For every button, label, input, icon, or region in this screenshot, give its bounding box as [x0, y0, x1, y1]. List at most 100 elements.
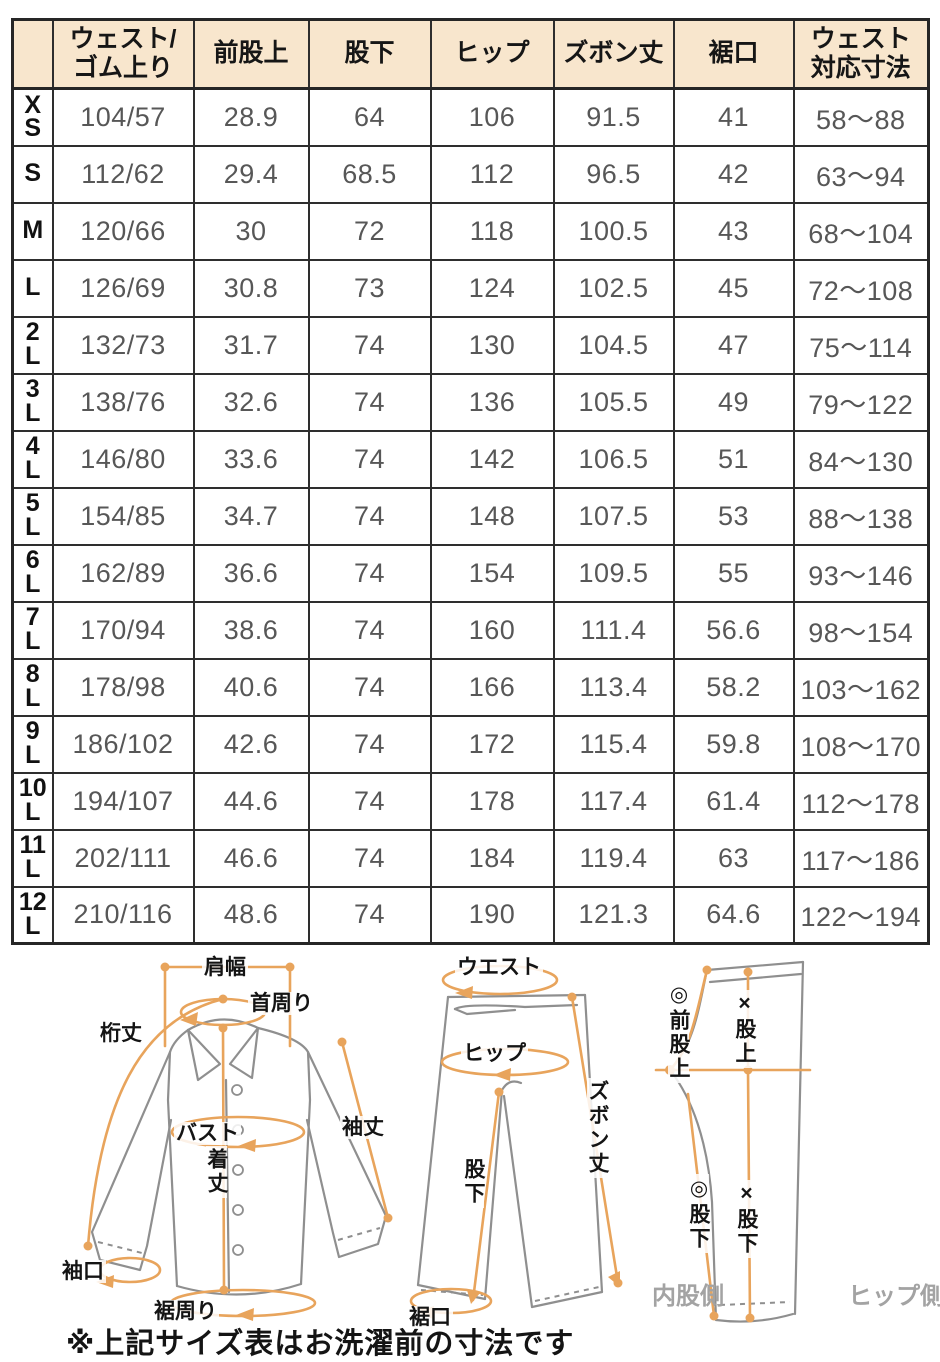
measurement-cell: 56.6	[672, 600, 795, 660]
measurement-cell: 154/85	[51, 486, 195, 546]
measurement-cell: 68.5	[307, 144, 432, 204]
measurement-cell: 112/62	[51, 144, 195, 204]
pants-side-line-art	[654, 960, 812, 1323]
size-label: S	[11, 144, 54, 204]
table-row: 9 L 186/102 42.6 74 172 115.4 59.8 108〜170	[11, 714, 930, 774]
label-shoulder-width: 肩幅	[202, 956, 248, 979]
measurement-cell: 130	[429, 315, 555, 375]
label-inseam-front-side: ◎股下	[687, 1174, 710, 1253]
measurement-cell: 103〜162	[792, 657, 930, 717]
measurement-cell: 74	[307, 543, 432, 603]
size-label: 10 L	[11, 771, 54, 831]
size-label: 6 L	[11, 543, 54, 603]
pants-side-measurement-diagram: ◎前股上 ×股上 ◎股下 ×股下 内股側 ヒップ側	[650, 952, 940, 1330]
measurement-cell: 74	[307, 771, 432, 831]
measurement-cell: 45	[672, 258, 795, 318]
size-label: X S	[11, 87, 54, 147]
pants-front-line-art	[409, 964, 623, 1319]
measurement-cell: 34.7	[192, 486, 310, 546]
measurement-cell: 42.6	[192, 714, 310, 774]
measurement-cell: 74	[307, 828, 432, 888]
size-chart-table: ウェスト/ ゴム上り 前股上 股下 ヒップ ズボン丈 裾口 ウェスト 対応寸法 X S 104…	[11, 18, 930, 945]
measurement-cell: 138/76	[51, 372, 195, 432]
measurement-cell: 111.4	[552, 600, 675, 660]
measurement-cell: 49	[672, 372, 795, 432]
table-row: 2 L 132/73 31.7 74 130 104.5 47 75〜114	[11, 315, 930, 375]
measurement-cell: 104/57	[51, 87, 195, 147]
table-row: S 112/62 29.4 68.5 112 96.5 42 63〜94	[11, 144, 930, 204]
size-label: 2 L	[11, 315, 54, 375]
measurement-cell: 44.6	[192, 771, 310, 831]
size-label: 9 L	[11, 714, 54, 774]
measurement-cell: 118	[429, 201, 555, 261]
size-label: 7 L	[11, 600, 54, 660]
label-inner-thigh-side: 内股側	[652, 1283, 724, 1310]
measurement-cell: 33.6	[192, 429, 310, 489]
measurement-cell: 40.6	[192, 657, 310, 717]
label-bust: バスト	[174, 1122, 241, 1145]
measurement-cell: 55	[672, 543, 795, 603]
table-row: 5 L 154/85 34.7 74 148 107.5 53 88〜138	[11, 486, 930, 546]
measurement-cell: 84〜130	[792, 429, 930, 489]
measurement-cell: 162/89	[51, 543, 195, 603]
table-row: 4 L 146/80 33.6 74 142 106.5 51 84〜130	[11, 429, 930, 489]
measurement-cell: 74	[307, 429, 432, 489]
measurement-cell: 74	[307, 600, 432, 660]
label-sleeve-reach: 桁丈	[98, 1022, 144, 1045]
measurement-cell: 74	[307, 885, 432, 945]
header-cell: 前股上	[192, 18, 310, 90]
header-cell: 股下	[307, 18, 432, 90]
measurement-cell: 136	[429, 372, 555, 432]
measurement-cell: 68〜104	[792, 201, 930, 261]
measurement-cell: 30	[192, 201, 310, 261]
measurement-cell: 98〜154	[792, 600, 930, 660]
measurement-cell: 72	[307, 201, 432, 261]
measurement-cell: 74	[307, 372, 432, 432]
measurement-cell: 122〜194	[792, 885, 930, 945]
measurement-cell: 106	[429, 87, 555, 147]
table-row: X S 104/57 28.9 64 106 91.5 41 58〜88	[11, 87, 930, 147]
table-row: 12 L 210/116 48.6 74 190 121.3 64.6 122〜194	[11, 885, 930, 945]
size-label: 11 L	[11, 828, 54, 888]
label-neck-circumference: 首周り	[248, 992, 315, 1015]
measurement-cell: 64	[307, 87, 432, 147]
table-row: M 120/66 30 72 118 100.5 43 68〜104	[11, 201, 930, 261]
measurement-cell: 146/80	[51, 429, 195, 489]
measurement-cell: 202/111	[51, 828, 195, 888]
label-hip: ヒップ	[461, 1042, 528, 1065]
label-hip-side: ヒップ側	[848, 1283, 940, 1310]
measurement-cell: 210/116	[51, 885, 195, 945]
table-row: 7 L 170/94 38.6 74 160 111.4 56.6 98〜154	[11, 600, 930, 660]
measurement-cell: 74	[307, 315, 432, 375]
label-cuff: 袖口	[60, 1260, 106, 1283]
measurement-cell: 160	[429, 600, 555, 660]
measurement-cell: 48.6	[192, 885, 310, 945]
measurement-cell: 106.5	[552, 429, 675, 489]
measurement-cell: 29.4	[192, 144, 310, 204]
measurement-cell: 166	[429, 657, 555, 717]
size-label: 4 L	[11, 429, 54, 489]
measurement-cell: 120/66	[51, 201, 195, 261]
measurement-cell: 58.2	[672, 657, 795, 717]
measurement-cell: 74	[307, 657, 432, 717]
pants-front-measurement-diagram: ウエスト ヒップ ズボン丈 股下 裾口	[405, 950, 645, 1329]
measurement-cell: 186/102	[51, 714, 195, 774]
measurement-cell: 31.7	[192, 315, 310, 375]
label-hem-opening: 裾口	[407, 1306, 453, 1329]
measurement-cell: 102.5	[552, 258, 675, 318]
size-label: M	[11, 201, 54, 261]
measurement-cell: 53	[672, 486, 795, 546]
measurement-cell: 59.8	[672, 714, 795, 774]
size-label: 12 L	[11, 885, 54, 945]
measurement-cell: 30.8	[192, 258, 310, 318]
size-label: 3 L	[11, 372, 54, 432]
measurement-cell: 126/69	[51, 258, 195, 318]
measurement-cell: 178	[429, 771, 555, 831]
size-chart-header: ウェスト/ ゴム上り 前股上 股下 ヒップ ズボン丈 裾口 ウェスト 対応寸法	[11, 18, 930, 90]
measurement-cell: 74	[307, 714, 432, 774]
pre-wash-note: ※上記サイズ表はお洗濯前の寸法です	[66, 1328, 575, 1360]
measurement-cell: 74	[307, 486, 432, 546]
measurement-cell: 124	[429, 258, 555, 318]
measurement-cell: 105.5	[552, 372, 675, 432]
label-inseam: 股下	[462, 1156, 485, 1208]
